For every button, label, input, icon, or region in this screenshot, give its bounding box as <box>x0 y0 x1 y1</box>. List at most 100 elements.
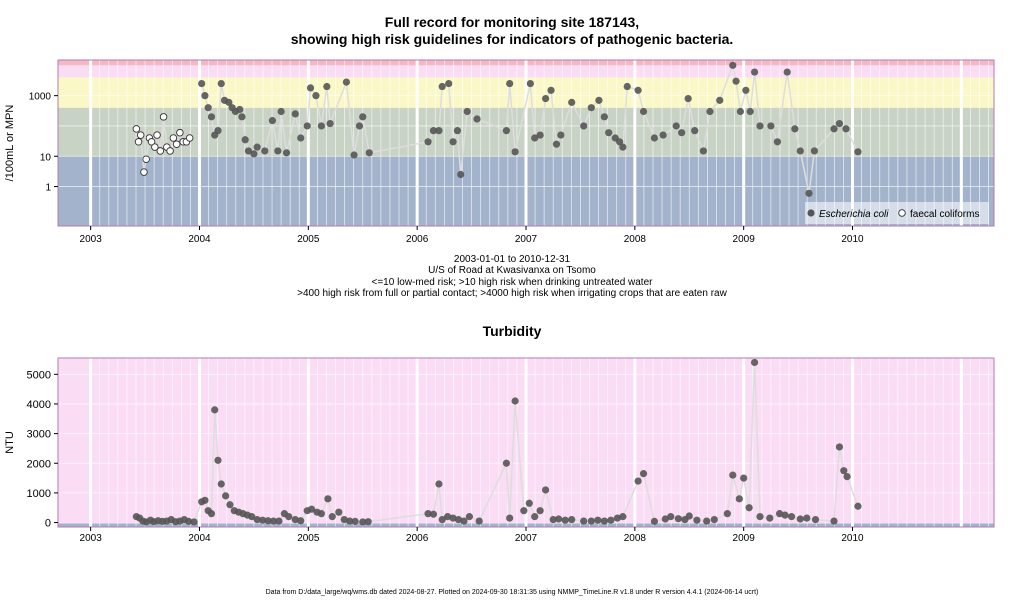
ecoli-point <box>672 122 680 130</box>
ecoli-point <box>457 170 465 179</box>
x-tick-label: 2008 <box>624 533 647 544</box>
ecoli-point <box>650 134 659 142</box>
ecoli-point <box>253 143 261 151</box>
ecoli-line <box>200 62 859 194</box>
ecoli-point <box>449 138 457 146</box>
y-tick-label: 5000 <box>27 369 51 381</box>
faecal-coliforms-point <box>172 140 181 148</box>
ecoli-point <box>830 125 838 133</box>
ecoli-point <box>639 107 648 116</box>
ecoli-point <box>277 107 285 116</box>
subtitle-risk-line2: >400 high risk from full or partial cont… <box>297 288 727 299</box>
turbidity-point <box>811 515 820 524</box>
ecoli-point <box>773 138 782 146</box>
turbidity-point <box>502 459 511 467</box>
ecoli-point <box>506 79 514 88</box>
turbidity-point <box>787 513 796 521</box>
ecoli-point <box>435 127 443 135</box>
turbidity-point <box>248 513 256 521</box>
turbidity-point <box>511 397 519 405</box>
turbidity-point <box>525 499 533 507</box>
ecoli-point <box>429 127 438 135</box>
turbidity-point <box>449 514 457 522</box>
turbidity-point <box>650 517 659 525</box>
turbidity-point <box>756 513 764 521</box>
ecoli-point <box>511 148 519 156</box>
turbidity-point <box>541 486 550 494</box>
ecoli-point <box>706 107 714 116</box>
ecoli-point <box>241 136 249 144</box>
turbidity-point <box>475 517 483 525</box>
y-tick-label: 1 <box>45 183 51 194</box>
turbidity-point <box>735 495 743 503</box>
turbidity-point <box>667 513 675 521</box>
ecoli-point <box>742 86 750 94</box>
ecoli-point <box>678 129 686 137</box>
turbidity-point <box>561 516 569 524</box>
turbidity-point <box>619 513 627 521</box>
faecal-coliforms-point <box>140 168 148 176</box>
faecal-coliforms-point <box>147 138 156 146</box>
x-tick-label: 2010 <box>841 533 864 544</box>
faecal-coliforms-point <box>169 134 178 142</box>
ecoli-point <box>453 127 462 135</box>
turbidity-point <box>324 495 332 503</box>
turbidity-point <box>335 508 343 516</box>
ecoli-point <box>445 79 453 88</box>
turbidity-point <box>351 517 359 525</box>
turbidity-point <box>328 513 336 521</box>
turbidity-point <box>435 480 443 488</box>
x-tick-label: 2007 <box>515 533 538 544</box>
turbidity-point <box>613 514 622 522</box>
chart-title-line1: Full record for monitoring site 187143, <box>384 14 640 30</box>
ecoli-point <box>359 113 367 121</box>
ecoli-point <box>810 147 819 155</box>
x-tick-label: 2005 <box>297 234 320 245</box>
x-tick-label: 2006 <box>406 533 429 544</box>
chart-title-line2: showing high risk guidelines for indicat… <box>290 31 734 47</box>
turbidity-point <box>291 515 299 524</box>
turbidity-point <box>185 517 193 525</box>
turbidity-point <box>843 472 851 481</box>
ecoli-point <box>297 134 305 142</box>
subtitle-location: U/S of Road at Kwasivanxa on Tsomo <box>428 265 596 276</box>
ecoli-point <box>767 122 775 130</box>
x-tick-label: 2004 <box>188 533 211 544</box>
turbidity-point <box>211 406 219 414</box>
turbidity-point <box>750 358 759 367</box>
ecoli-point <box>805 189 813 197</box>
turbidity-point <box>740 474 748 482</box>
turbidity-point <box>536 507 544 515</box>
turbidity-point <box>796 515 804 523</box>
turbidity-point <box>454 515 463 524</box>
turbidity-point <box>465 513 474 521</box>
ecoli-point <box>595 96 603 104</box>
y-tick-label: 10 <box>40 152 52 163</box>
legend-faecal-marker <box>898 209 906 217</box>
ecoli-point <box>204 104 212 112</box>
ecoli-point <box>750 68 759 76</box>
ecoli-point <box>502 127 511 135</box>
turbidity-title: Turbidity <box>482 323 542 339</box>
x-tick-label: 2009 <box>733 234 756 245</box>
turbidity-point <box>803 514 811 522</box>
x-tick-label: 2010 <box>841 234 864 245</box>
ecoli-point <box>303 122 311 130</box>
ecoli-point <box>207 113 216 121</box>
x-tick-label: 2008 <box>624 234 647 245</box>
ecoli-point <box>557 131 565 139</box>
ecoli-point <box>323 82 331 91</box>
turbidity-point <box>710 515 718 524</box>
ecoli-point <box>835 119 844 128</box>
ecoli-point <box>463 107 471 116</box>
footer-note: Data from D:/data_large/wq/wms.db dated … <box>265 589 759 596</box>
turbidity-point <box>634 477 642 485</box>
turbidity-point <box>775 510 784 518</box>
ecoli-point <box>842 125 850 133</box>
turbidity-point <box>580 517 588 525</box>
faecal-coliforms-point <box>159 113 168 121</box>
ecoli-point <box>424 138 432 146</box>
ecoli-point <box>691 127 699 135</box>
turbidity-point <box>359 518 367 526</box>
